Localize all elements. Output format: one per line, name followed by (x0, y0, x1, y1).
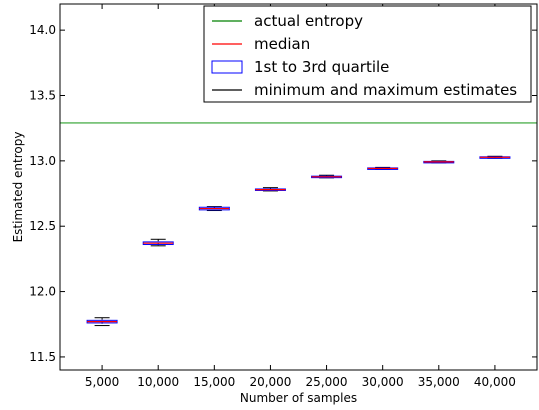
x-axis: 5,000 10,000 15,000 20,000 25,000 30,000 35,00… (85, 4, 516, 389)
legend-swatch-quartile (211, 60, 243, 74)
x-tick-label: 5,000 (85, 375, 119, 389)
plot-area (60, 122, 537, 327)
x-tick-label: 25,000 (306, 375, 348, 389)
y-axis: 11.5 12.0 12.5 13.0 13.5 14.0 (29, 23, 537, 364)
x-tick-label: 15,000 (193, 375, 235, 389)
y-axis-label: Estimated entropy (11, 132, 25, 243)
x-axis-label: Number of samples (240, 391, 357, 405)
y-tick-label: 11.5 (29, 350, 56, 364)
x-tick-label: 30,000 (362, 375, 404, 389)
y-tick-label: 12.0 (29, 285, 56, 299)
legend-frame (203, 5, 532, 103)
x-tick-label: 10,000 (137, 375, 179, 389)
x-tick-label: 35,000 (418, 375, 460, 389)
y-tick-label: 12.5 (29, 219, 56, 233)
y-tick-label: 13.0 (29, 154, 56, 168)
y-tick-label: 13.5 (29, 89, 56, 103)
legend-label: 1st to 3rd quartile (254, 58, 389, 76)
x-tick-label: 40,000 (474, 375, 516, 389)
y-tick-label: 14.0 (29, 23, 56, 37)
legend-label: median (254, 35, 310, 53)
x-tick-label: 20,000 (249, 375, 291, 389)
legend-label: actual entropy (254, 12, 363, 30)
legend: actual entropy median 1st to 3rd quartile m… (203, 5, 532, 103)
plot-frame (59, 3, 538, 371)
legend-label: minimum and maximum estimates (254, 81, 517, 99)
